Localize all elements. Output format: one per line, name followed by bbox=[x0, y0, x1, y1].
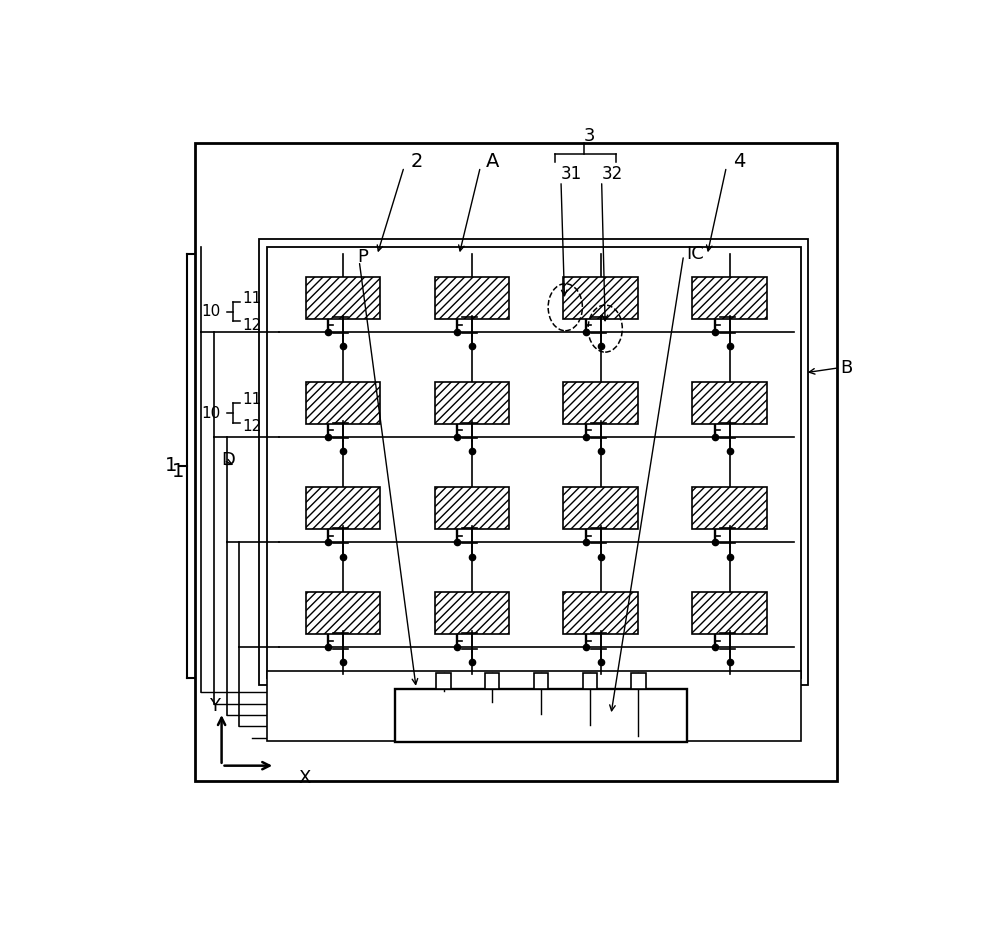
Text: D: D bbox=[222, 452, 235, 469]
Bar bbox=[195, 144, 837, 782]
Text: B: B bbox=[840, 358, 853, 377]
Text: 10: 10 bbox=[201, 406, 220, 421]
Bar bbox=[435, 593, 509, 634]
Bar bbox=[435, 382, 509, 424]
Bar bbox=[563, 382, 638, 424]
Bar bbox=[563, 277, 638, 319]
Text: X: X bbox=[299, 769, 311, 787]
Text: Y: Y bbox=[209, 697, 220, 716]
Bar bbox=[583, 673, 597, 689]
Text: A: A bbox=[486, 152, 499, 170]
Bar bbox=[563, 487, 638, 530]
Bar bbox=[267, 246, 801, 678]
Text: P: P bbox=[357, 248, 368, 267]
Text: 4: 4 bbox=[734, 152, 746, 170]
Text: 1: 1 bbox=[172, 462, 184, 481]
Text: 11: 11 bbox=[242, 291, 262, 307]
Text: 10: 10 bbox=[201, 305, 220, 319]
Bar bbox=[692, 593, 767, 634]
Text: 12: 12 bbox=[242, 419, 262, 434]
Bar bbox=[692, 487, 767, 530]
Bar bbox=[485, 673, 499, 689]
Bar bbox=[692, 277, 767, 319]
Text: 2: 2 bbox=[411, 152, 423, 170]
Bar bbox=[259, 240, 808, 685]
Bar bbox=[435, 277, 509, 319]
Text: 32: 32 bbox=[602, 165, 623, 182]
Text: 12: 12 bbox=[242, 318, 262, 332]
Bar bbox=[534, 673, 548, 689]
Bar bbox=[692, 382, 767, 424]
Bar bbox=[435, 487, 509, 530]
Bar bbox=[395, 689, 687, 742]
Bar bbox=[306, 382, 380, 424]
Bar bbox=[631, 673, 646, 689]
Text: 1: 1 bbox=[165, 457, 177, 475]
Bar bbox=[563, 593, 638, 634]
Text: 11: 11 bbox=[242, 393, 262, 407]
Bar bbox=[306, 277, 380, 319]
Bar bbox=[306, 487, 380, 530]
Text: 31: 31 bbox=[561, 165, 582, 182]
Text: IC: IC bbox=[686, 244, 704, 263]
Text: 3: 3 bbox=[584, 127, 595, 145]
Bar bbox=[306, 593, 380, 634]
Bar bbox=[436, 673, 451, 689]
Bar bbox=[267, 670, 801, 742]
